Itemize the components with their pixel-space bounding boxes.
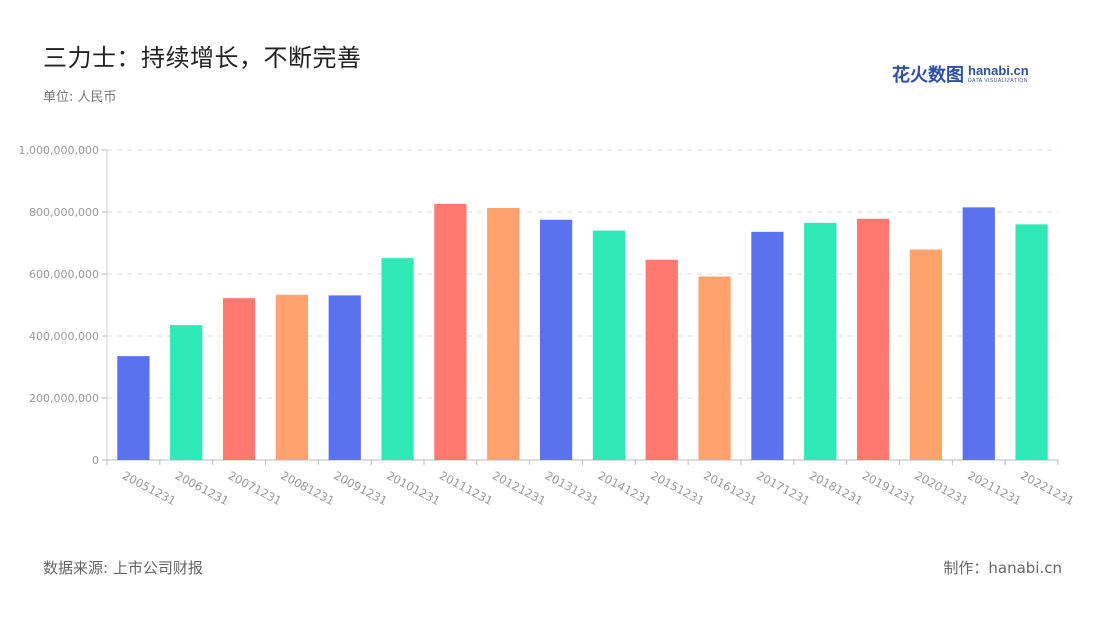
- logo-en-text: hanabi.cn: [968, 63, 1029, 78]
- bar: [487, 207, 520, 460]
- y-tick-label: 400,000,000: [29, 330, 99, 343]
- x-tick-label: 20221231: [1018, 468, 1076, 508]
- data-source: 数据来源: 上市公司财报: [43, 559, 203, 577]
- x-tick-label: 20161231: [701, 468, 759, 508]
- unit-label: 单位: 人民币: [43, 90, 117, 105]
- bar: [909, 249, 943, 460]
- x-tick-label: 20071231: [226, 468, 284, 508]
- x-tick-label: 20171231: [754, 468, 812, 508]
- bar: [856, 218, 890, 460]
- made-by: 制作：hanabi.cn: [943, 559, 1062, 577]
- x-tick-label: 20091231: [331, 468, 389, 508]
- bar: [170, 325, 203, 460]
- bar: [539, 219, 573, 460]
- logo-sub-text: DATA VISUALIZATION: [968, 78, 1028, 84]
- bar: [275, 294, 309, 460]
- bar: [592, 230, 626, 460]
- x-tick-label: 20131231: [543, 468, 601, 508]
- y-tick-label: 200,000,000: [29, 392, 99, 405]
- bar: [698, 276, 731, 460]
- bar: [751, 231, 784, 460]
- x-tick-label: 20141231: [596, 468, 654, 508]
- bar: [117, 356, 150, 460]
- y-tick-label: 1,000,000,000: [19, 144, 99, 157]
- bar: [804, 222, 837, 460]
- y-tick-label: 0: [92, 454, 99, 467]
- bar: [434, 203, 467, 460]
- bar: [1015, 224, 1048, 460]
- x-tick-label: 20101231: [384, 468, 442, 508]
- logo-right-block: hanabi.cn DATA VISUALIZATION: [968, 64, 1029, 84]
- page-title: 三力士：持续增长，不断完善: [43, 44, 362, 72]
- logo-cn-text: 花火数图: [892, 65, 964, 86]
- hanabi-logo: 花火数图 hanabi.cn DATA VISUALIZATION: [892, 60, 1029, 88]
- x-tick-label: 20151231: [648, 468, 706, 508]
- bar: [645, 259, 678, 460]
- x-tick-label: 20121231: [490, 468, 548, 508]
- x-tick-label: 20201231: [913, 468, 971, 508]
- y-tick-label: 600,000,000: [29, 268, 99, 281]
- x-tick-label: 20111231: [437, 468, 495, 508]
- bar: [381, 258, 414, 460]
- x-tick-label: 20211231: [965, 468, 1023, 508]
- x-tick-label: 20191231: [860, 468, 918, 508]
- y-tick-label: 800,000,000: [29, 206, 99, 219]
- x-tick-label: 20181231: [807, 468, 865, 508]
- x-tick-label: 20051231: [120, 468, 178, 508]
- bar: [328, 295, 361, 460]
- bar: [962, 207, 995, 460]
- bar: [222, 298, 256, 460]
- x-tick-label: 20061231: [173, 468, 231, 508]
- x-tick-label: 20081231: [279, 468, 337, 508]
